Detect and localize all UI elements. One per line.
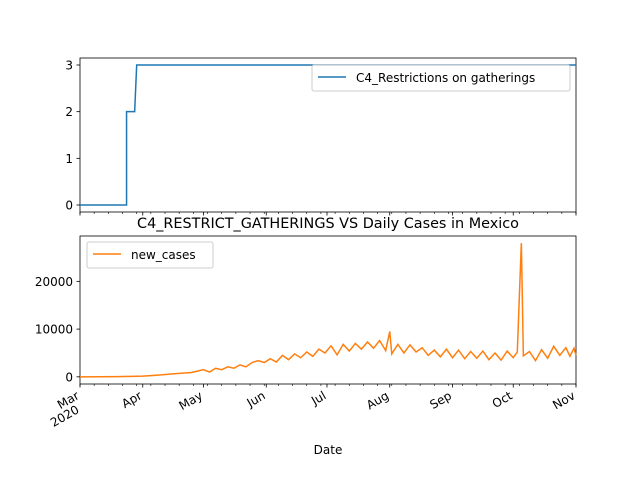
top-x-ticks [79,212,577,216]
x-tick-label: Jun [244,388,268,410]
top-subplot: 0 1 2 3 C4_Restrictions on gatherings [65,57,577,216]
y-tick-label: 0 [65,199,73,213]
x-axis-label: Date [314,443,343,457]
series-line-new-cases [79,243,577,378]
bottom-plot-frame [79,235,577,385]
chart-title: C4_RESTRICT_GATHERINGS VS Daily Cases in… [137,216,519,232]
x-tick-label: Apr [119,388,144,411]
y-tick-label: 10000 [35,323,73,337]
x-tick-label: Jul [308,388,328,408]
x-tick-label: Oct [490,388,515,411]
y-tick-label: 1 [65,152,73,166]
bottom-legend-box [86,241,214,269]
x-tick-label: May [177,388,205,413]
y-tick-label: 2 [65,105,73,119]
top-legend: C4_Restrictions on gatherings [311,64,571,92]
top-plot-frame [79,57,577,213]
top-y-ticks: 0 1 2 3 [65,59,80,213]
y-tick-label: 3 [65,59,73,73]
top-legend-label: C4_Restrictions on gatherings [356,71,535,85]
bottom-legend-label: new_cases [131,248,196,262]
x-tick-label: Aug [364,388,391,412]
bottom-legend: new_cases [86,241,214,269]
x-tick-label: Nov [550,388,577,412]
x-tick-label: Sep [427,388,454,411]
bottom-y-ticks: 0 10000 20000 [35,275,80,384]
y-tick-label: 20000 [35,275,73,289]
bottom-subplot: C4_RESTRICT_GATHERINGS VS Daily Cases in… [35,216,578,457]
series-line-restrictions [80,64,576,206]
top-legend-box [311,64,571,92]
y-tick-label: 0 [65,370,73,384]
